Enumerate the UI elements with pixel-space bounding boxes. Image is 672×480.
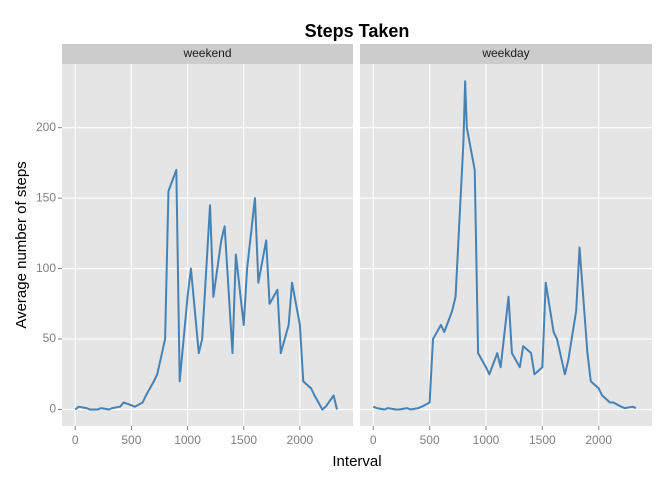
y-tick-label: 50 — [43, 331, 57, 345]
x-tick-label: 1500 — [529, 433, 556, 447]
chart-title: Steps Taken — [305, 21, 410, 41]
strip — [62, 44, 353, 64]
line — [372, 80, 637, 411]
x-tick-label: 1500 — [230, 433, 257, 447]
x-tick-label: 0 — [72, 433, 79, 447]
line — [74, 168, 338, 411]
x-tick-label: 1000 — [473, 433, 500, 447]
strip — [360, 44, 652, 64]
x-axis-title: Interval — [332, 453, 381, 470]
x-tick-label: 500 — [420, 433, 440, 447]
x-tick-label: 2000 — [287, 433, 314, 447]
y-tick-label: 100 — [36, 261, 56, 275]
strip-label: weekday — [481, 46, 529, 60]
y-tick-label: 200 — [36, 120, 56, 134]
x-tick-label: 0 — [370, 433, 377, 447]
y-axis-title: Average number of steps — [13, 161, 30, 328]
strip-label: weekend — [182, 46, 231, 60]
x-tick-label: 500 — [121, 433, 141, 447]
panel — [360, 64, 652, 426]
y-tick-label: 0 — [49, 402, 56, 416]
y-tick-label: 150 — [36, 190, 56, 204]
x-tick-label: 1000 — [174, 433, 201, 447]
x-tick-label: 2000 — [585, 433, 612, 447]
